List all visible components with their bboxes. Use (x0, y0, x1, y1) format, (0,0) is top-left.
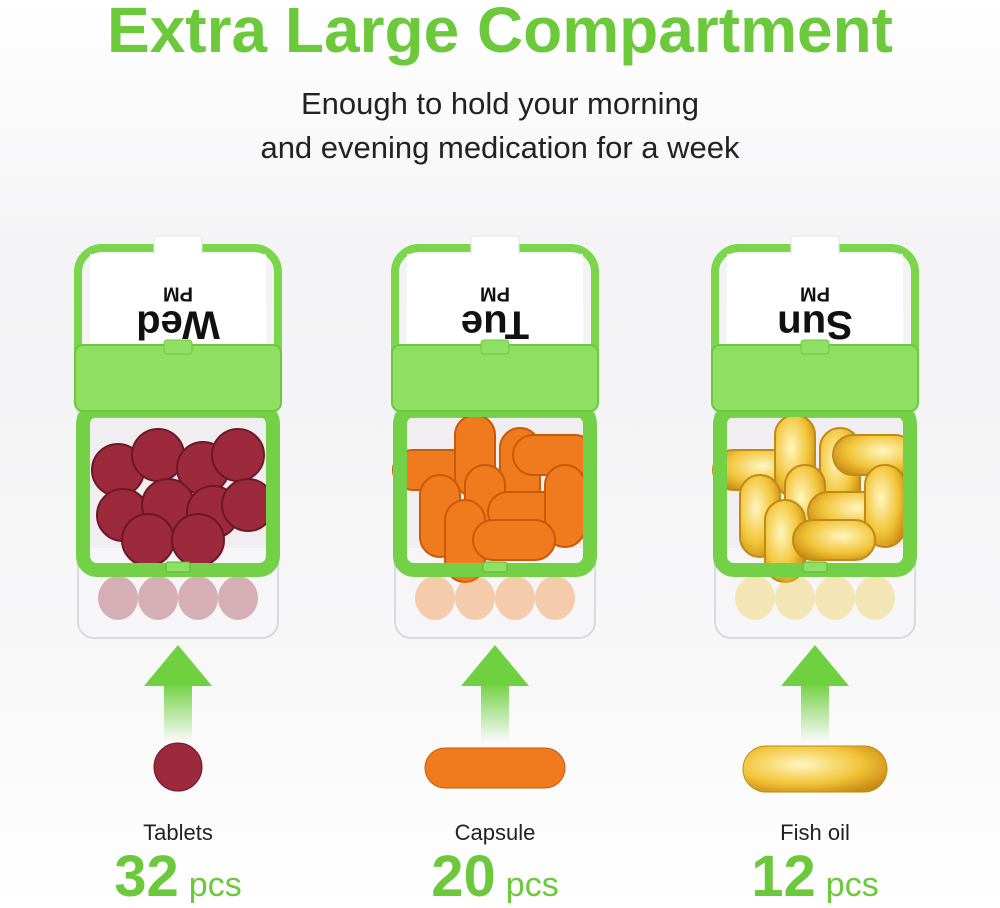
pill (121, 513, 175, 567)
pill-faded (218, 576, 258, 620)
pill-faded (98, 576, 138, 620)
lid-notch (480, 339, 510, 355)
pill-faded (495, 576, 535, 620)
bottom-notch (802, 561, 828, 573)
front-lid (391, 344, 599, 412)
pill-faded (415, 576, 455, 620)
pill-faded (855, 576, 895, 620)
item-name: Tablets (143, 820, 213, 845)
item-name: Capsule (455, 820, 536, 845)
lid-notch (800, 339, 830, 355)
item-count: 12 pcs (751, 844, 878, 908)
count-unit: pcs (506, 866, 559, 904)
lid-period: PM (480, 283, 510, 305)
pill (211, 428, 265, 482)
pill (472, 519, 556, 561)
title: Extra Large Compartment (107, 0, 893, 66)
sample-pill (153, 742, 203, 792)
bottom-notch (165, 561, 191, 573)
arrow-shaft (164, 682, 192, 742)
pill-faded (735, 576, 775, 620)
subtitle-line: Enough to hold your morning (301, 86, 699, 121)
sample-pill (742, 745, 888, 793)
item-count: 20 pcs (431, 844, 558, 908)
subtitle-line: and evening medication for a week (260, 130, 740, 165)
count-number: 20 (431, 844, 496, 908)
window-contents (90, 418, 275, 567)
pill-faded (815, 576, 855, 620)
pill-faded (455, 576, 495, 620)
pill (792, 519, 876, 561)
lid-day: Sun (777, 302, 853, 346)
label-tab (153, 235, 203, 257)
label-tab (790, 235, 840, 257)
item-count: 32 pcs (114, 844, 241, 908)
pill-faded (138, 576, 178, 620)
window-contents (392, 414, 596, 583)
arrow-shaft (801, 682, 829, 742)
pill (171, 513, 225, 567)
window-contents (712, 414, 916, 583)
count-number: 12 (751, 844, 816, 908)
arrow-head (144, 645, 212, 686)
bottom-notch (482, 561, 508, 573)
lid-day: Wed (136, 302, 220, 346)
front-lid (711, 344, 919, 412)
label-tab (470, 235, 520, 257)
arrow-shaft (481, 682, 509, 742)
front-lid (74, 344, 282, 412)
count-unit: pcs (189, 866, 242, 904)
count-number: 32 (114, 844, 179, 908)
pill-faded (178, 576, 218, 620)
arrow-head (781, 645, 849, 686)
item-name: Fish oil (780, 820, 850, 845)
lid-period: PM (163, 283, 193, 305)
lid-notch (163, 339, 193, 355)
sample-pill (424, 747, 566, 789)
pill-faded (535, 576, 575, 620)
arrow-head (461, 645, 529, 686)
pill (131, 428, 185, 482)
count-unit: pcs (826, 866, 879, 904)
lid-period: PM (800, 283, 830, 305)
pill-faded (775, 576, 815, 620)
lid-day: Tue (461, 302, 529, 346)
